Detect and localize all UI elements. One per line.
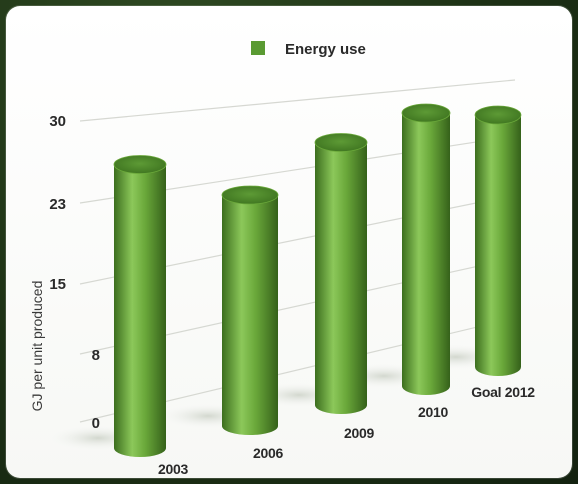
y-tick-label: 8 — [92, 347, 100, 364]
bar — [401, 103, 451, 395]
bar — [113, 155, 167, 457]
y-tick-labels: 0 8 15 23 30 — [49, 113, 100, 432]
y-tick-label: 23 — [49, 196, 66, 213]
category-label: 2006 — [253, 445, 283, 461]
bar-top — [314, 133, 368, 152]
legend-label-energy-use: Energy use — [285, 41, 366, 58]
bar-body — [402, 113, 450, 395]
y-axis-label: GJ per unit produced — [29, 281, 45, 412]
category-labels: 2003 2006 2009 2010 Goal 2012 — [158, 384, 536, 477]
bar — [314, 133, 368, 414]
bar-top — [474, 105, 522, 125]
y-tick-label: 0 — [92, 415, 100, 432]
gridline — [79, 79, 516, 122]
bar-body — [222, 195, 278, 435]
bar-body — [114, 164, 166, 457]
category-label: 2003 — [158, 461, 188, 477]
bar-top — [221, 185, 279, 205]
category-label: 2009 — [344, 425, 374, 441]
bar-top — [113, 155, 167, 174]
y-tick-label: 15 — [49, 276, 66, 293]
bar — [474, 105, 522, 376]
bar — [221, 185, 279, 435]
bar-body — [475, 115, 521, 376]
bars — [113, 103, 522, 457]
y-tick-label: 30 — [49, 113, 66, 130]
category-label: 2010 — [418, 404, 448, 420]
category-label: Goal 2012 — [471, 384, 535, 400]
legend-swatch — [251, 41, 265, 55]
bar-top — [401, 103, 451, 123]
legend: Energy use — [251, 41, 366, 58]
bar-body — [315, 142, 367, 414]
